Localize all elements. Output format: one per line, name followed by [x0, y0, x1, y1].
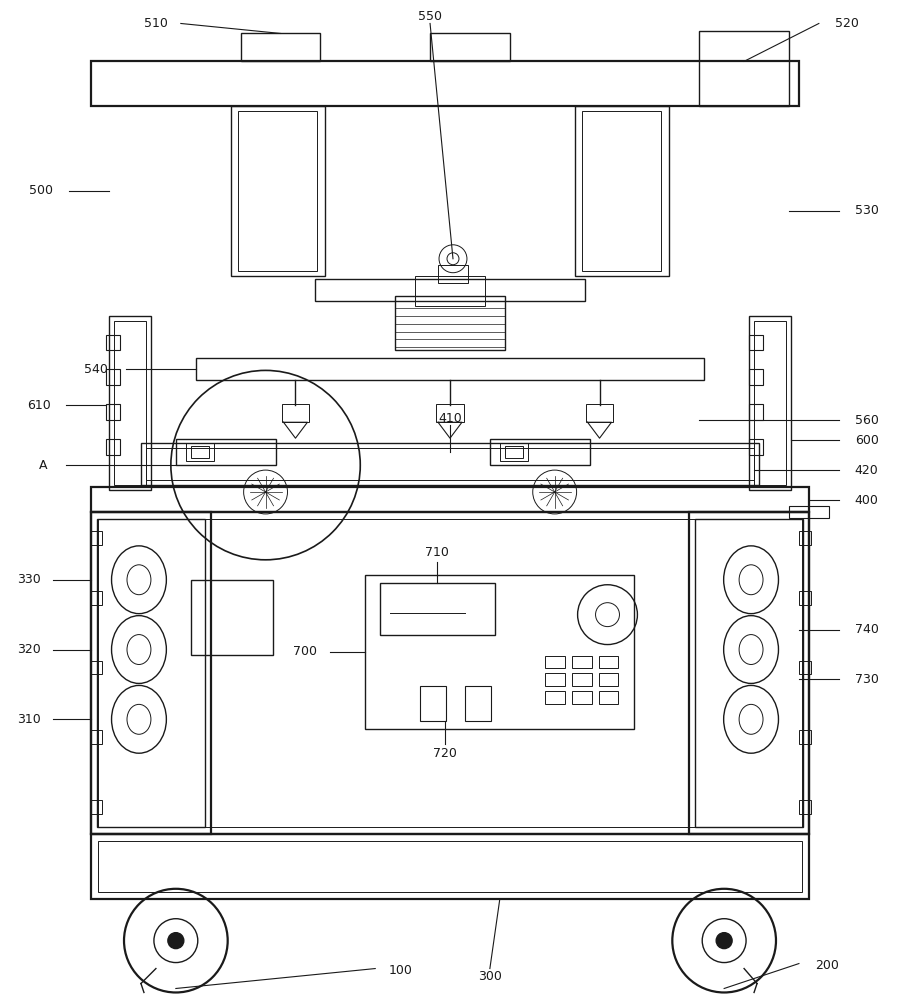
Bar — [430, 33, 510, 61]
Bar — [90, 661, 102, 674]
Bar — [754, 321, 786, 485]
Text: 600: 600 — [855, 434, 878, 447]
Bar — [191, 446, 209, 458]
Bar — [114, 321, 146, 485]
Text: 330: 330 — [17, 573, 41, 586]
Circle shape — [717, 933, 732, 949]
Bar — [436, 404, 464, 422]
Text: 300: 300 — [478, 970, 502, 983]
Bar — [799, 591, 811, 605]
Bar — [749, 335, 763, 350]
Text: 510: 510 — [144, 17, 168, 30]
Bar — [505, 446, 523, 458]
Bar — [196, 358, 704, 380]
Bar — [572, 656, 592, 668]
Text: 710: 710 — [425, 546, 449, 559]
Bar — [799, 661, 811, 674]
Bar — [98, 519, 802, 827]
Bar — [106, 404, 120, 420]
Bar — [799, 730, 811, 744]
Bar — [106, 439, 120, 455]
Bar — [690, 512, 809, 834]
Bar — [749, 316, 791, 490]
Bar — [176, 439, 275, 465]
Bar — [241, 33, 320, 61]
Bar — [316, 279, 584, 301]
Bar — [749, 369, 763, 385]
Bar — [465, 686, 491, 721]
Text: 740: 740 — [855, 623, 878, 636]
Bar — [380, 583, 494, 635]
Text: 540: 540 — [85, 363, 108, 376]
Text: 320: 320 — [17, 643, 41, 656]
Bar — [420, 686, 446, 721]
Bar — [90, 531, 102, 545]
Bar — [91, 487, 809, 512]
Bar — [191, 580, 272, 655]
Bar — [237, 111, 317, 271]
Bar — [799, 531, 811, 545]
Bar — [789, 506, 829, 518]
Text: 400: 400 — [855, 493, 878, 506]
Bar — [799, 800, 811, 814]
Bar — [106, 335, 120, 350]
Bar — [572, 673, 592, 686]
Bar — [396, 296, 505, 350]
Bar — [438, 265, 468, 283]
Bar — [106, 369, 120, 385]
Bar — [97, 519, 205, 827]
Bar — [749, 439, 763, 455]
Text: 560: 560 — [855, 414, 878, 427]
Text: 310: 310 — [17, 713, 41, 726]
Bar — [574, 106, 670, 276]
Bar — [585, 404, 613, 422]
Bar — [91, 512, 809, 834]
Bar — [545, 673, 565, 686]
Bar — [91, 834, 809, 899]
Bar — [545, 656, 565, 668]
Bar — [141, 443, 759, 485]
Text: 550: 550 — [418, 10, 442, 23]
Bar — [186, 443, 214, 461]
Bar — [90, 800, 102, 814]
Bar — [500, 443, 528, 461]
Bar — [90, 730, 102, 744]
Bar — [695, 519, 803, 827]
Bar — [146, 448, 754, 480]
Bar — [98, 841, 802, 892]
Text: 500: 500 — [30, 184, 53, 197]
Bar — [572, 691, 592, 704]
Text: 420: 420 — [855, 464, 878, 477]
Text: 610: 610 — [27, 399, 51, 412]
Bar — [231, 106, 325, 276]
Bar — [599, 656, 619, 668]
Bar — [91, 61, 799, 106]
Bar — [109, 316, 151, 490]
Circle shape — [168, 933, 183, 949]
Text: 720: 720 — [433, 747, 457, 760]
Bar — [599, 673, 619, 686]
Text: 730: 730 — [855, 673, 878, 686]
Bar — [91, 512, 210, 834]
Text: 530: 530 — [855, 204, 878, 217]
Text: 200: 200 — [814, 959, 839, 972]
Bar — [599, 691, 619, 704]
Bar — [415, 276, 485, 306]
Text: 100: 100 — [388, 964, 412, 977]
Bar — [699, 31, 789, 106]
Bar — [90, 591, 102, 605]
Bar — [749, 404, 763, 420]
Text: 700: 700 — [293, 645, 317, 658]
Bar — [545, 691, 565, 704]
Bar — [582, 111, 662, 271]
Bar — [490, 439, 590, 465]
Bar — [365, 575, 635, 729]
Text: 410: 410 — [438, 412, 462, 425]
Text: A: A — [39, 459, 48, 472]
Bar — [281, 404, 309, 422]
Text: 520: 520 — [835, 17, 859, 30]
